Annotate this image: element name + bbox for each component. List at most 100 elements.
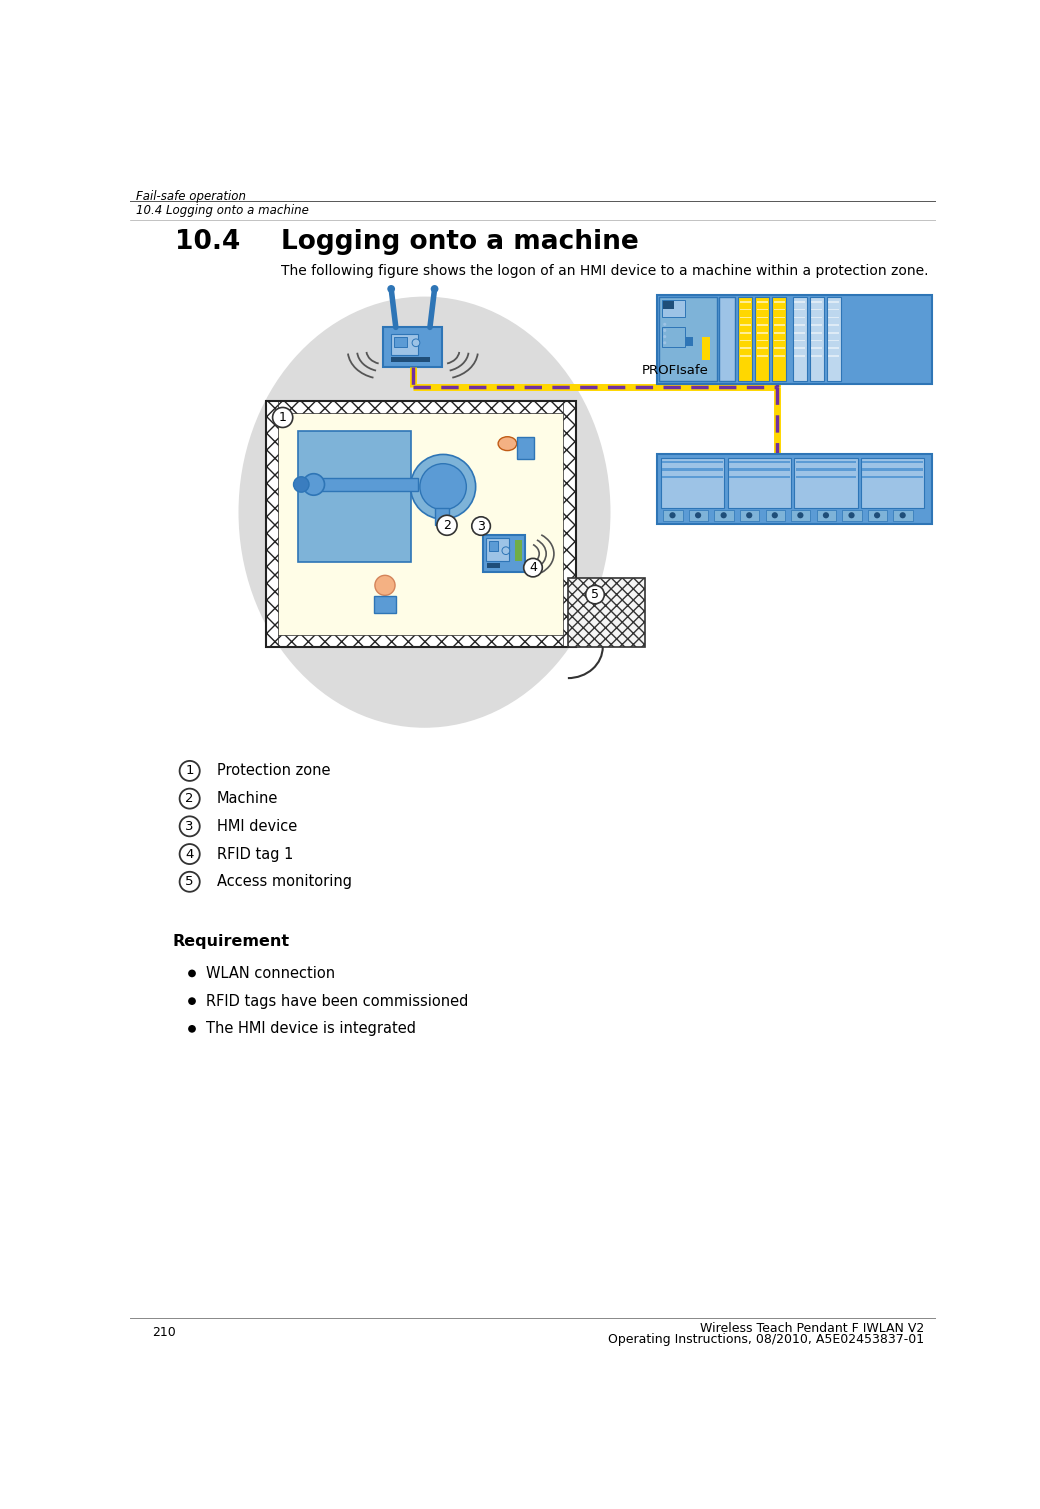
Bar <box>757 340 768 341</box>
Text: 1: 1 <box>279 410 287 424</box>
Bar <box>374 596 396 613</box>
Bar <box>657 454 932 524</box>
Text: WLAN connection: WLAN connection <box>206 966 335 981</box>
Ellipse shape <box>238 297 610 727</box>
Bar <box>811 324 822 326</box>
Circle shape <box>874 512 880 518</box>
Bar <box>265 400 278 647</box>
Bar <box>795 317 805 318</box>
Circle shape <box>721 512 727 518</box>
Circle shape <box>664 329 667 332</box>
Bar <box>757 324 768 326</box>
Bar <box>796 460 856 463</box>
Bar <box>795 355 805 356</box>
Bar <box>298 432 411 563</box>
Bar <box>774 355 785 356</box>
Circle shape <box>188 1025 196 1032</box>
Bar <box>738 297 752 382</box>
Bar <box>739 510 759 521</box>
Circle shape <box>798 512 804 518</box>
Bar <box>661 300 685 317</box>
Bar <box>688 510 708 521</box>
Bar <box>816 510 836 521</box>
Text: 3: 3 <box>185 819 193 833</box>
Text: Wireless Teach Pendant F IWLAN V2: Wireless Teach Pendant F IWLAN V2 <box>700 1322 925 1335</box>
Bar <box>568 578 646 647</box>
Text: 2: 2 <box>443 519 451 531</box>
Bar <box>795 309 805 311</box>
Circle shape <box>746 512 752 518</box>
Bar <box>685 337 693 346</box>
Circle shape <box>437 515 457 536</box>
Bar <box>391 356 430 362</box>
Bar <box>739 347 751 349</box>
Circle shape <box>431 285 439 293</box>
Text: RFID tags have been commissioned: RFID tags have been commissioned <box>206 993 468 1008</box>
Bar <box>489 542 498 551</box>
Circle shape <box>411 454 475 519</box>
Bar <box>755 297 770 382</box>
Circle shape <box>374 575 395 596</box>
Circle shape <box>772 512 778 518</box>
Bar <box>796 468 856 471</box>
Bar <box>384 327 442 367</box>
Bar <box>867 510 887 521</box>
Circle shape <box>293 477 309 492</box>
Text: Logging onto a machine: Logging onto a machine <box>281 229 639 255</box>
Bar <box>774 340 785 341</box>
Bar <box>861 457 925 507</box>
Bar <box>714 510 734 521</box>
Circle shape <box>849 512 855 518</box>
Bar <box>739 317 751 318</box>
Bar <box>828 309 839 311</box>
Bar <box>483 536 525 572</box>
Text: RFID tag 1: RFID tag 1 <box>216 847 293 862</box>
Bar <box>774 332 785 333</box>
Bar <box>265 400 575 647</box>
Bar <box>796 475 856 478</box>
Bar <box>795 332 805 333</box>
Bar <box>661 327 685 347</box>
Bar <box>739 324 751 326</box>
Bar <box>662 468 723 471</box>
Bar <box>739 309 751 311</box>
Circle shape <box>502 546 510 554</box>
Circle shape <box>272 407 292 427</box>
Circle shape <box>664 341 667 344</box>
Bar <box>828 347 839 349</box>
Bar <box>265 635 575 647</box>
Text: The following figure shows the logon of an HMI device to a machine within a prot: The following figure shows the logon of … <box>281 264 929 278</box>
Bar <box>702 338 709 361</box>
Circle shape <box>695 512 701 518</box>
Bar <box>811 332 822 333</box>
Bar <box>757 332 768 333</box>
Text: Fail-safe operation: Fail-safe operation <box>136 190 246 204</box>
Circle shape <box>900 512 906 518</box>
Circle shape <box>670 512 676 518</box>
Bar <box>828 317 839 318</box>
Bar <box>828 332 839 333</box>
Circle shape <box>412 340 420 347</box>
Bar <box>757 355 768 356</box>
Text: 5: 5 <box>591 589 599 601</box>
Text: 4: 4 <box>185 848 193 860</box>
Bar <box>774 309 785 311</box>
Bar <box>811 317 822 318</box>
Bar <box>765 510 785 521</box>
Ellipse shape <box>498 436 517 451</box>
Bar <box>657 296 932 383</box>
Bar <box>662 460 723 463</box>
Bar <box>739 302 751 303</box>
Bar <box>811 309 822 311</box>
Bar <box>828 324 839 326</box>
Bar <box>811 347 822 349</box>
Text: 3: 3 <box>477 519 485 533</box>
Text: 10.4: 10.4 <box>175 229 240 255</box>
Bar <box>827 297 840 382</box>
Bar <box>719 297 734 382</box>
Bar <box>774 317 785 318</box>
Bar <box>729 475 789 478</box>
Bar <box>828 340 839 341</box>
Circle shape <box>180 816 200 836</box>
Text: 10.4 Logging onto a machine: 10.4 Logging onto a machine <box>136 204 309 217</box>
